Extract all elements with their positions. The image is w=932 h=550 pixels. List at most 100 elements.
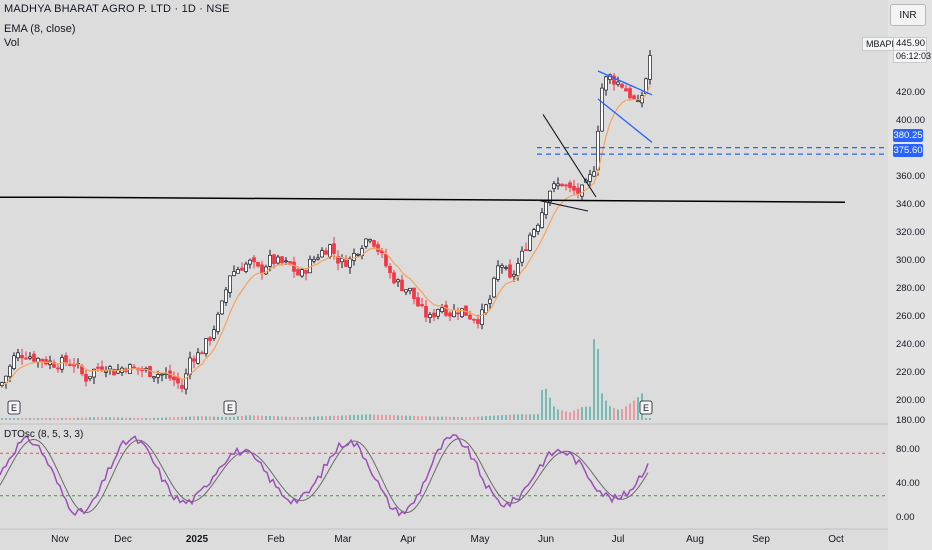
volume-bar <box>493 415 495 420</box>
channel-upper <box>597 70 653 96</box>
x-tick-label: Mar <box>334 534 352 545</box>
candle-body <box>188 357 192 375</box>
volume-bar <box>289 416 291 420</box>
volume-bar <box>33 418 35 420</box>
candle-body <box>412 287 416 300</box>
candle-body <box>416 297 420 307</box>
volume-legend[interactable]: Vol <box>4 37 20 49</box>
volume-bar <box>349 415 351 420</box>
candle-body <box>116 369 120 374</box>
volume-bar <box>545 388 547 420</box>
volume-bar <box>637 397 639 420</box>
candle-body <box>512 273 516 277</box>
candle-body <box>508 264 512 278</box>
candle-body <box>456 312 460 315</box>
volume-bar <box>409 415 411 420</box>
volume-bar <box>25 418 27 420</box>
channel-lower <box>597 98 653 143</box>
volume-bar <box>113 417 115 420</box>
y-tick-label: 340.00 <box>896 199 925 210</box>
volume-bar <box>225 417 227 420</box>
volume-bar <box>333 415 335 420</box>
volume-bar <box>29 418 31 420</box>
volume-bar <box>61 418 63 420</box>
candle-body <box>420 304 424 307</box>
candle-body <box>492 277 496 298</box>
earnings-marker-label: E <box>11 403 17 413</box>
candle-body <box>352 252 356 261</box>
volume-bar <box>301 417 303 420</box>
volume-bar <box>413 415 415 420</box>
y-tick-label: 420.00 <box>896 87 925 98</box>
volume-bar <box>93 417 95 420</box>
volume-bar <box>617 409 619 420</box>
volume-bar <box>149 418 151 420</box>
volume-bar <box>505 414 507 420</box>
candle-body <box>540 212 544 228</box>
volume-bar <box>649 418 651 420</box>
y-tick-label: 240.00 <box>896 339 925 350</box>
volume-bar <box>241 416 243 420</box>
volume-bar <box>213 416 215 420</box>
candle-body <box>320 250 324 258</box>
candle-body <box>336 255 340 264</box>
candle-body <box>104 370 108 373</box>
candle-body <box>160 373 164 376</box>
volume-bar <box>233 416 235 420</box>
volume-bar <box>445 416 447 420</box>
volume-bar <box>425 416 427 420</box>
candle-body <box>236 269 240 274</box>
oscillator-title[interactable]: DTOsc (8, 5, 3, 3) <box>4 429 84 440</box>
candle-body <box>612 75 616 85</box>
volume-bar <box>193 416 195 420</box>
volume-bar <box>457 416 459 420</box>
ema-legend[interactable]: EMA (8, close) <box>4 23 76 35</box>
x-tick-label: Aug <box>686 534 704 545</box>
earnings-marker-label: E <box>643 403 649 413</box>
candle-body <box>516 263 520 276</box>
volume-bar <box>129 417 131 420</box>
candle-body <box>648 55 652 80</box>
candle-body <box>224 289 228 303</box>
volume-bar <box>585 406 587 420</box>
volume-bar <box>201 416 203 420</box>
x-tick-label: Feb <box>267 534 285 545</box>
currency-button[interactable]: INR <box>890 4 926 26</box>
candle-body <box>184 373 188 390</box>
candle-body <box>92 368 96 378</box>
volume-bar <box>381 414 383 420</box>
candle-body <box>32 353 36 362</box>
candle-body <box>84 374 88 382</box>
x-tick-label: Sep <box>752 534 770 545</box>
candle-body <box>564 184 568 187</box>
volume-bar <box>137 417 139 420</box>
volume-bar <box>541 390 543 420</box>
candle-body <box>388 266 392 274</box>
price-axis-background <box>888 0 932 550</box>
volume-bar <box>517 414 519 420</box>
candle-body <box>328 244 332 257</box>
candle-body <box>400 279 404 292</box>
volume-bar <box>325 416 327 420</box>
volume-bar <box>273 416 275 420</box>
candle-body <box>312 258 316 262</box>
volume-bar <box>177 417 179 420</box>
volume-bar <box>477 416 479 420</box>
candle-body <box>228 275 232 293</box>
volume-bar <box>105 417 107 420</box>
volume-bar <box>281 416 283 420</box>
volume-bar <box>217 416 219 420</box>
candle-body <box>468 314 472 320</box>
volume-bar <box>373 414 375 420</box>
volume-bar <box>625 406 627 420</box>
candle-body <box>344 259 348 267</box>
candle-body <box>528 234 532 251</box>
volume-bar <box>181 416 183 420</box>
symbol-tag: MBAPL <box>862 37 901 51</box>
candle-body <box>524 249 528 251</box>
y-tick-label: 320.00 <box>896 227 925 238</box>
candle-body <box>268 254 272 267</box>
candle-body <box>636 100 640 103</box>
